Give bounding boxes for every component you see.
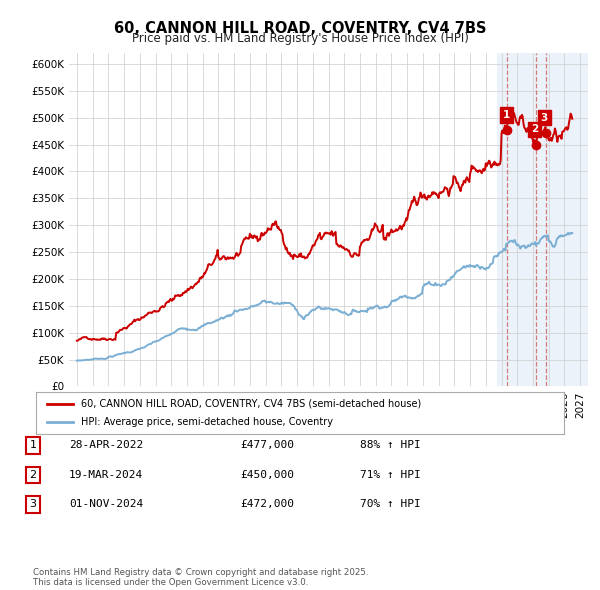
Text: £477,000: £477,000 xyxy=(240,441,294,450)
Text: HPI: Average price, semi-detached house, Coventry: HPI: Average price, semi-detached house,… xyxy=(81,417,333,427)
Text: 2: 2 xyxy=(531,124,538,135)
Text: £472,000: £472,000 xyxy=(240,500,294,509)
Text: Contains HM Land Registry data © Crown copyright and database right 2025.
This d: Contains HM Land Registry data © Crown c… xyxy=(33,568,368,587)
Text: 60, CANNON HILL ROAD, COVENTRY, CV4 7BS: 60, CANNON HILL ROAD, COVENTRY, CV4 7BS xyxy=(114,21,486,35)
Text: 70% ↑ HPI: 70% ↑ HPI xyxy=(360,500,421,509)
Text: 1: 1 xyxy=(29,441,37,450)
Text: 28-APR-2022: 28-APR-2022 xyxy=(69,441,143,450)
Text: 2: 2 xyxy=(29,470,37,480)
Text: 71% ↑ HPI: 71% ↑ HPI xyxy=(360,470,421,480)
Text: 19-MAR-2024: 19-MAR-2024 xyxy=(69,470,143,480)
Text: 1: 1 xyxy=(503,110,510,120)
Text: 88% ↑ HPI: 88% ↑ HPI xyxy=(360,441,421,450)
Bar xyxy=(497,53,588,386)
Text: £450,000: £450,000 xyxy=(240,470,294,480)
Text: 3: 3 xyxy=(541,113,548,123)
Text: 3: 3 xyxy=(29,500,37,509)
Text: Price paid vs. HM Land Registry's House Price Index (HPI): Price paid vs. HM Land Registry's House … xyxy=(131,32,469,45)
Text: 60, CANNON HILL ROAD, COVENTRY, CV4 7BS (semi-detached house): 60, CANNON HILL ROAD, COVENTRY, CV4 7BS … xyxy=(81,399,421,409)
Text: 01-NOV-2024: 01-NOV-2024 xyxy=(69,500,143,509)
